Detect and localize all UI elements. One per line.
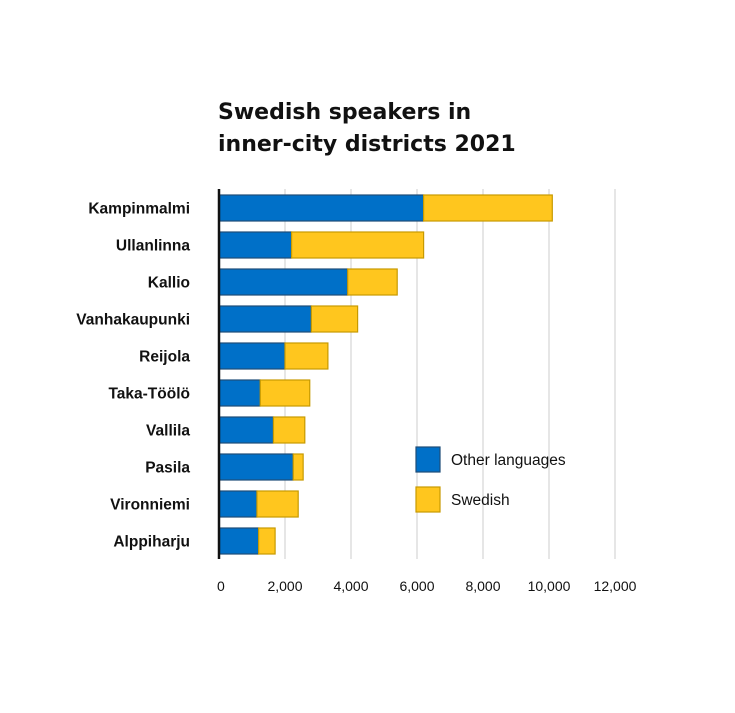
x-tick-label: 0 xyxy=(217,578,225,594)
legend-swatch xyxy=(415,486,441,513)
category-label: Vallila xyxy=(146,423,190,440)
bar-other-languages xyxy=(218,379,261,407)
category-labels: Kampinmalmi Ullanlinna Kallio Vanhakaupunki… xyxy=(76,201,190,551)
x-tick-label: 12,000 xyxy=(594,578,637,594)
category-label: Vironniemi xyxy=(110,497,190,514)
x-tick-label: 8,000 xyxy=(465,578,500,594)
category-label: Reijola xyxy=(139,349,190,366)
category-label: Kampinmalmi xyxy=(88,201,190,218)
bar-swedish xyxy=(284,342,329,370)
category-label: Vanhakaupunki xyxy=(76,312,190,329)
bar-other-languages xyxy=(218,342,286,370)
bar-other-languages xyxy=(218,416,275,444)
bar-other-languages xyxy=(218,194,425,222)
chart-title-line-2: inner-city districts 2021 xyxy=(218,132,516,157)
bar-swedish xyxy=(292,453,304,481)
bar-other-languages xyxy=(218,268,349,296)
legend-swatch xyxy=(415,446,441,473)
chart-title: Swedish speakers in inner-city districts… xyxy=(218,100,516,157)
bar-other-languages xyxy=(218,305,313,333)
category-label: Kallio xyxy=(148,275,190,292)
bar-swedish xyxy=(259,379,311,407)
bars xyxy=(218,194,553,555)
legend-label: Swedish xyxy=(451,492,510,509)
bar-swedish xyxy=(347,268,398,296)
category-label: Ullanlinna xyxy=(116,238,190,255)
bar-swedish xyxy=(310,305,359,333)
bar-other-languages xyxy=(218,490,258,518)
x-tick-label: 4,000 xyxy=(333,578,368,594)
x-tick-label: 6,000 xyxy=(399,578,434,594)
x-tick-label: 10,000 xyxy=(528,578,571,594)
bar-swedish xyxy=(272,416,306,444)
x-tick-label: 2,000 xyxy=(267,578,302,594)
bar-swedish xyxy=(423,194,553,222)
bar-other-languages xyxy=(218,453,294,481)
bar-other-languages xyxy=(218,231,293,259)
bar-swedish xyxy=(291,231,425,259)
category-label: Alppiharju xyxy=(113,534,190,551)
legend: Other languages Swedish xyxy=(415,446,566,513)
legend-label: Other languages xyxy=(451,452,566,469)
bar-other-languages xyxy=(218,527,260,555)
category-label: Taka-Töölö xyxy=(108,386,190,403)
bar-swedish xyxy=(258,527,276,555)
bar-swedish xyxy=(256,490,299,518)
x-tick-labels: 0 2,000 4,000 6,000 8,000 10,000 12,000 xyxy=(217,578,637,594)
category-label: Pasila xyxy=(145,460,190,477)
chart-title-line-1: Swedish speakers in xyxy=(218,100,471,125)
